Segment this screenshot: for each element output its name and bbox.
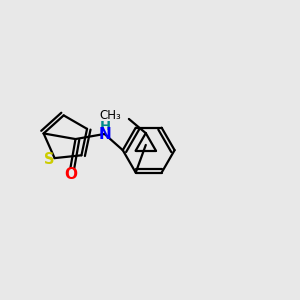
Text: CH₃: CH₃ — [100, 109, 122, 122]
Text: N: N — [99, 127, 112, 142]
Text: H: H — [100, 119, 111, 133]
Text: S: S — [44, 152, 55, 167]
Text: O: O — [64, 167, 77, 182]
